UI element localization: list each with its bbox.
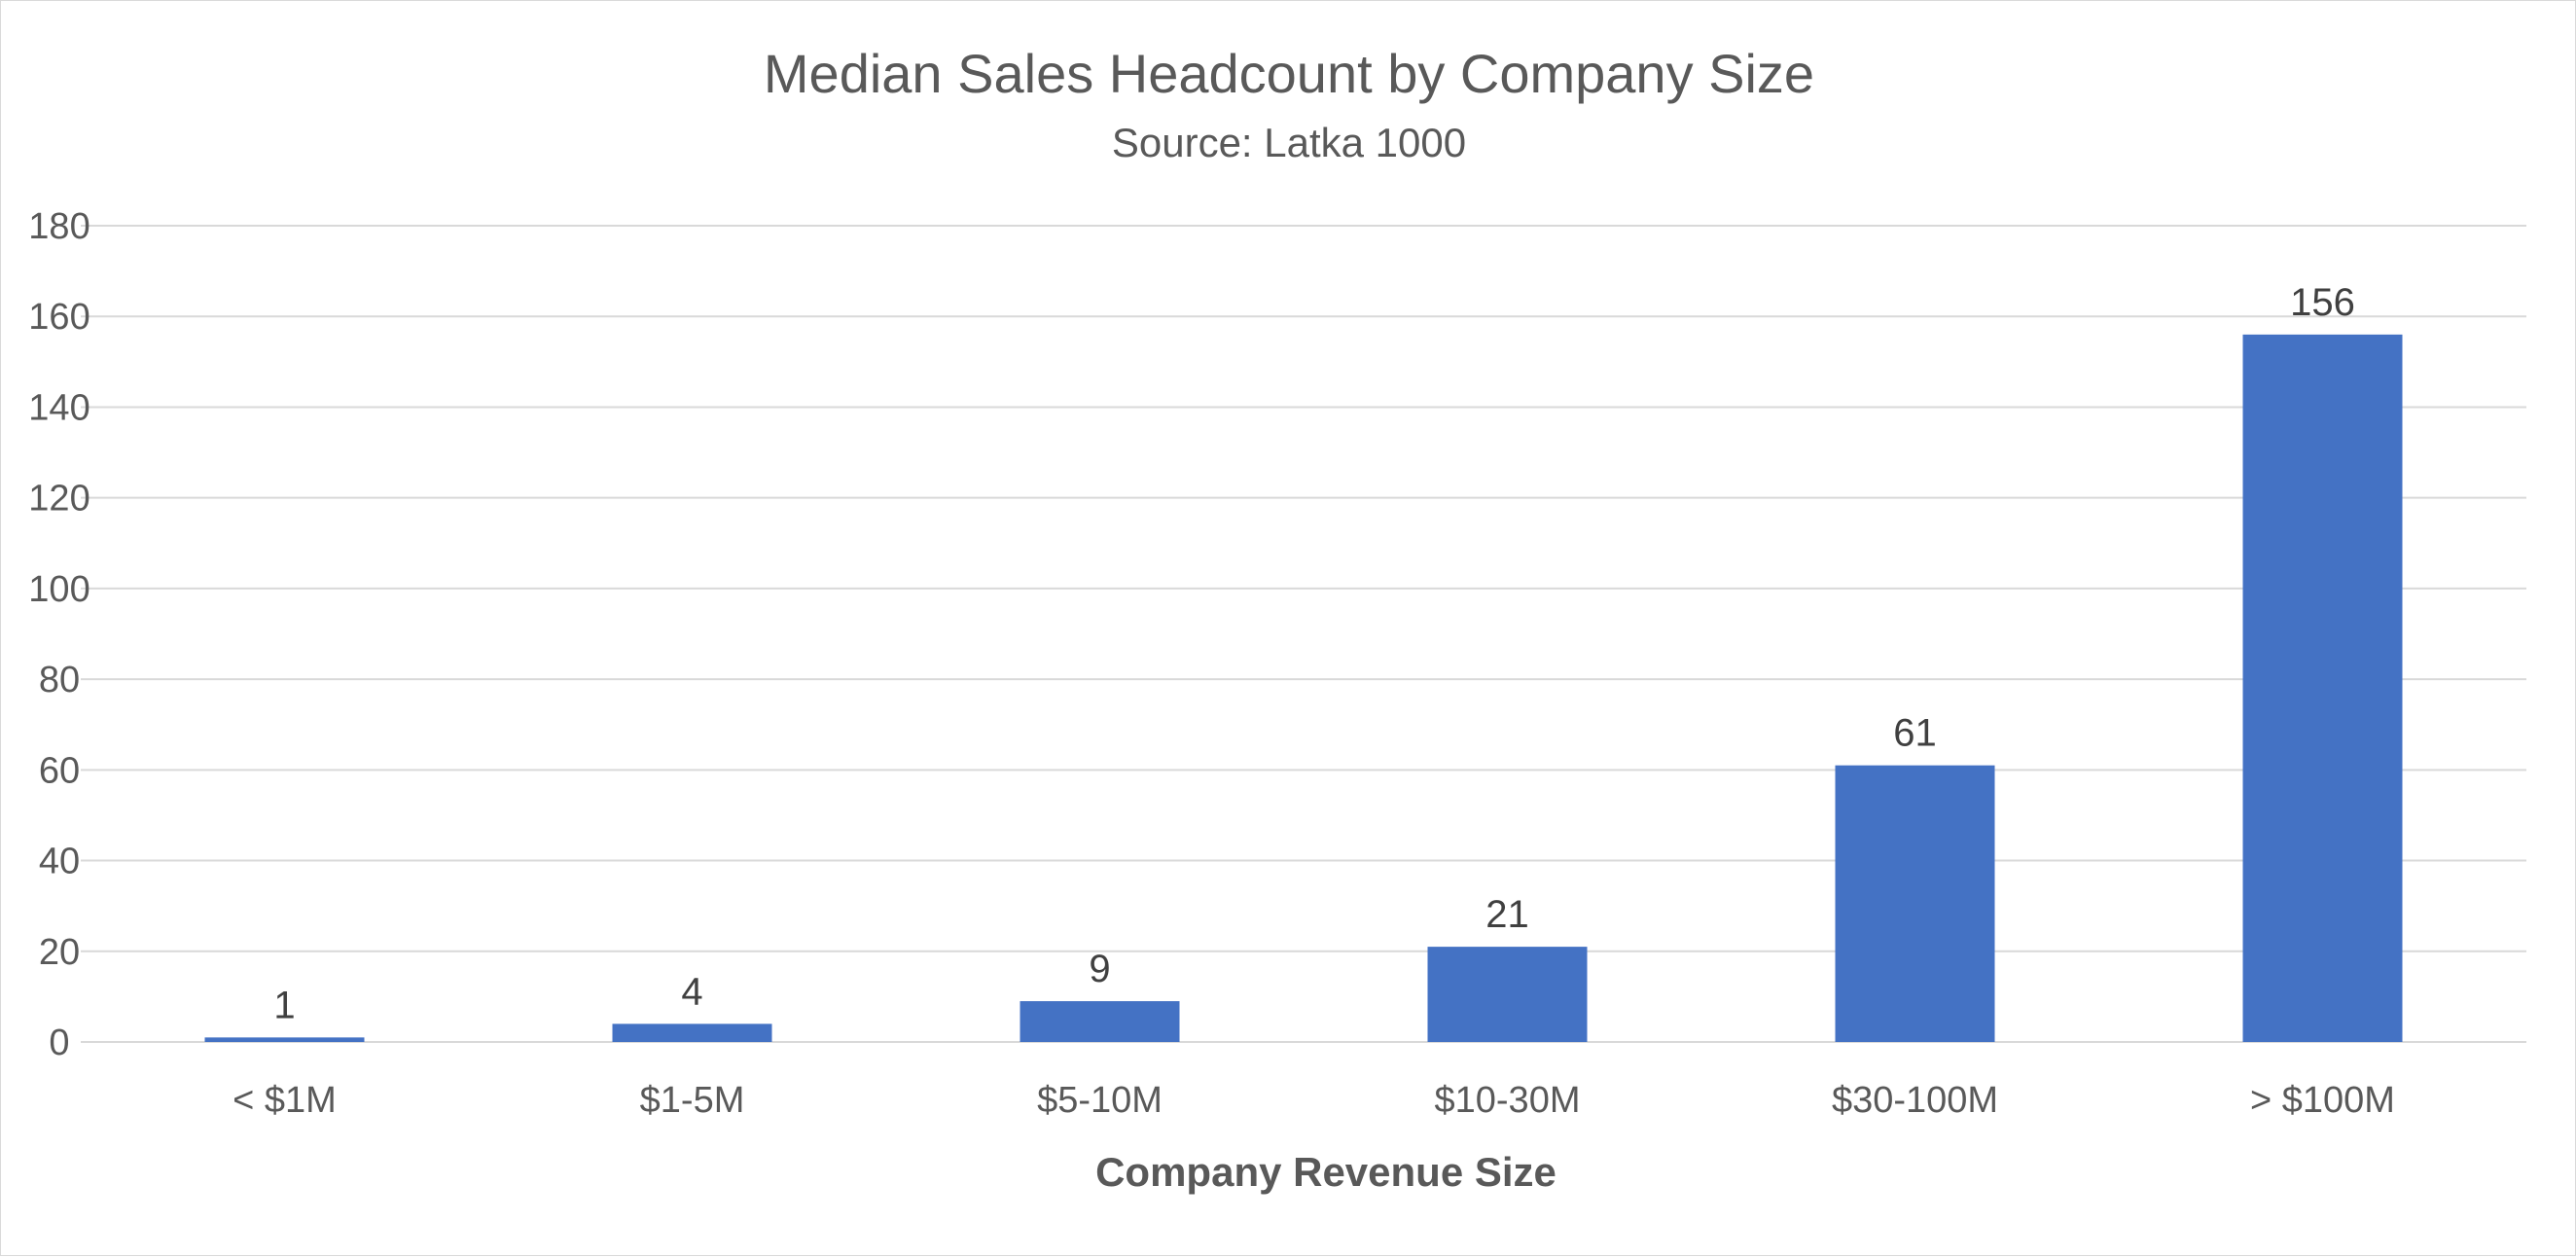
chart-title: Median Sales Headcount by Company Size bbox=[764, 43, 1814, 104]
x-tick-label-5: > $100M bbox=[2250, 1080, 2395, 1121]
y-tick-label: 60 bbox=[39, 750, 80, 791]
y-tick-label: 80 bbox=[39, 660, 80, 700]
x-tick-label-2: $5-10M bbox=[1037, 1080, 1163, 1121]
y-tick-label: 40 bbox=[39, 842, 80, 882]
y-tick-label: 160 bbox=[28, 297, 89, 338]
bar-4 bbox=[1835, 765, 1995, 1042]
data-label-1: 4 bbox=[681, 970, 702, 1013]
gridlines bbox=[81, 225, 2526, 1043]
x-tick-label-1: $1-5M bbox=[640, 1080, 745, 1121]
y-tick-label: 180 bbox=[28, 206, 89, 247]
data-label-2: 9 bbox=[1089, 948, 1110, 990]
chart-subtitle: Source: Latka 1000 bbox=[1112, 120, 1466, 165]
y-tick-label: 20 bbox=[39, 932, 80, 973]
bar-1 bbox=[612, 1024, 772, 1042]
data-label-3: 21 bbox=[1485, 893, 1529, 936]
x-tick-label-4: $30-100M bbox=[1832, 1080, 1998, 1121]
bars bbox=[204, 334, 2403, 1042]
y-axis-ticks: 0 20 40 60 80 100 120 140 160 180 bbox=[28, 206, 89, 1063]
y-tick-label: 0 bbox=[49, 1023, 69, 1063]
data-label-5: 156 bbox=[2290, 281, 2355, 324]
bar-5 bbox=[2242, 334, 2403, 1042]
y-tick-label: 140 bbox=[28, 387, 89, 428]
x-axis-title: Company Revenue Size bbox=[1095, 1149, 1556, 1195]
data-labels: 1 4 9 21 61 156 bbox=[273, 281, 2355, 1026]
data-label-4: 61 bbox=[1893, 712, 1937, 755]
data-label-0: 1 bbox=[273, 984, 295, 1026]
x-axis-ticks: < $1M $1-5M $5-10M $10-30M $30-100M > $100M bbox=[233, 1080, 2395, 1121]
y-tick-label: 100 bbox=[28, 569, 89, 610]
y-tick-label: 120 bbox=[28, 479, 89, 520]
bar-2 bbox=[1020, 1001, 1180, 1042]
x-tick-label-3: $10-30M bbox=[1435, 1080, 1581, 1121]
bar-3 bbox=[1427, 947, 1588, 1042]
x-tick-label-0: < $1M bbox=[233, 1080, 337, 1121]
bar-0 bbox=[204, 1037, 365, 1042]
